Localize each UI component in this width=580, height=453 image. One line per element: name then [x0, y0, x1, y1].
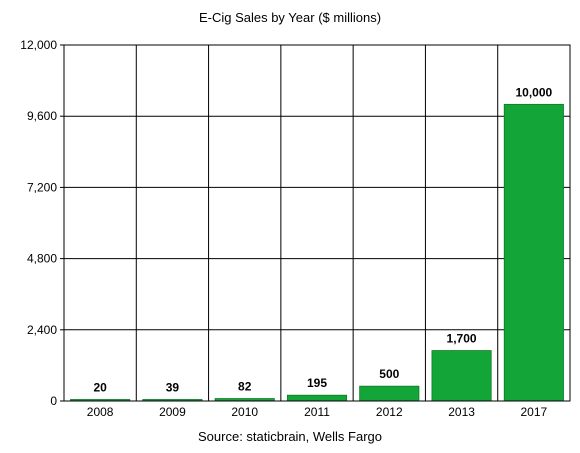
- bar-2011: [286, 394, 348, 402]
- y-tick-label: 12,000: [20, 38, 57, 52]
- data-label-2017: 10,000: [516, 85, 553, 99]
- y-axis-ticks: 0 2,400 4,800 7,200 9,600 12,000: [20, 38, 64, 408]
- data-label-2011: 195: [307, 376, 327, 390]
- x-tick-label-2010: 2010: [231, 405, 258, 419]
- data-labels: 20 39 82 195 500 1,700 10,000: [93, 85, 552, 394]
- y-tick-label: 7,200: [27, 180, 57, 194]
- x-axis-ticks: 2008 2009 2010 2011 2012 2013 2017: [87, 405, 548, 419]
- plot-frame: [63, 44, 571, 402]
- y-tick-label: 9,600: [27, 109, 57, 123]
- bar-2012: [359, 385, 420, 402]
- y-tick-label: 0: [50, 394, 57, 408]
- x-tick-label-2017: 2017: [521, 405, 548, 419]
- data-label-2009: 39: [166, 381, 180, 395]
- data-label-2012: 500: [379, 367, 399, 381]
- data-label-2010: 82: [238, 380, 252, 394]
- y-tick-label: 2,400: [27, 323, 57, 337]
- x-tick-label-2012: 2012: [376, 405, 403, 419]
- bars: [70, 103, 564, 402]
- y-tick-label: 4,800: [27, 252, 57, 266]
- data-label-2008: 20: [93, 381, 107, 395]
- source-note: Source: staticbrain, Wells Fargo: [198, 429, 382, 444]
- x-tick-label-2013: 2013: [448, 405, 475, 419]
- gridlines: [64, 44, 570, 402]
- bar-2013: [431, 350, 492, 402]
- chart-title: E-Cig Sales by Year ($ millions): [199, 10, 381, 25]
- x-tick-label-2008: 2008: [87, 405, 114, 419]
- data-label-2013: 1,700: [447, 332, 477, 346]
- x-tick-label-2011: 2011: [304, 405, 330, 419]
- x-tick-label-2009: 2009: [159, 405, 186, 419]
- bar-2017: [503, 103, 564, 402]
